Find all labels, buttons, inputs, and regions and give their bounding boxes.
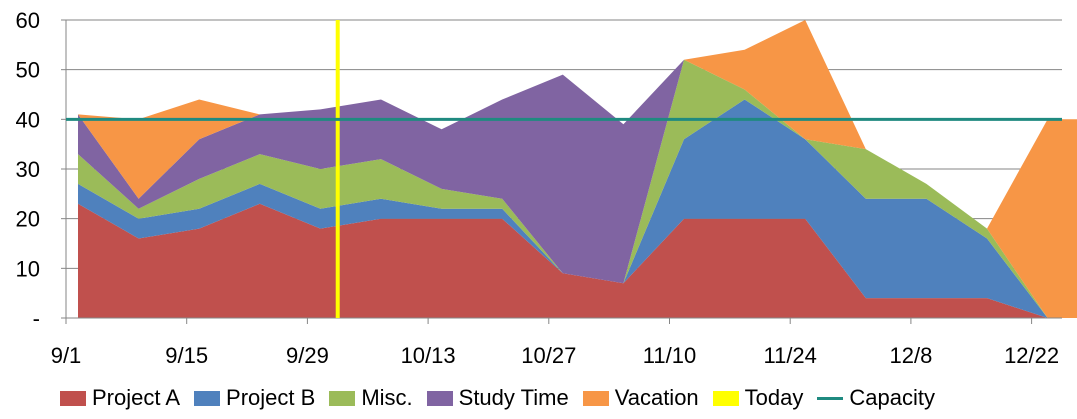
x-tick-label: 10/27 — [521, 343, 576, 368]
y-tick-label: 40 — [16, 107, 40, 132]
y-tick-label: - — [33, 306, 40, 331]
legend-label: Capacity — [849, 385, 935, 410]
legend-swatch — [712, 390, 739, 406]
legend: Project A Project B Misc. Study Time Vacatio… — [60, 382, 949, 414]
legend-item-capacity: Capacity — [817, 385, 935, 411]
area-vacation — [78, 20, 1077, 318]
legend-label: Project A — [92, 385, 181, 410]
legend-item-today: Today — [712, 385, 804, 411]
legend-label: Today — [744, 385, 804, 410]
x-tick-label: 12/22 — [1004, 343, 1059, 368]
y-tick-label: 50 — [16, 58, 40, 83]
area-project-a — [78, 203, 1077, 318]
legend-swatch — [817, 396, 844, 400]
y-tick-label: 20 — [16, 207, 40, 232]
chart: - 10 20 30 40 50 60 9/1 9/15 9/29 10/13 10/27 11/10… — [16, 8, 1077, 368]
legend-label: Project B — [226, 385, 316, 410]
legend-swatch — [426, 390, 453, 406]
x-tick-label: 11/10 — [643, 343, 696, 368]
area-project-b — [78, 99, 1077, 318]
y-tick-label: 10 — [16, 256, 40, 281]
legend-label: Misc. — [361, 385, 413, 410]
legend-item-vacation: Vacation — [582, 385, 699, 411]
legend-swatch — [194, 390, 221, 406]
x-tick-label: 10/13 — [401, 343, 456, 368]
x-tick-label: 9/15 — [165, 343, 208, 368]
legend-item-misc: Misc. — [329, 385, 413, 411]
x-tick-label: 12/8 — [889, 343, 932, 368]
y-tick-label: 30 — [16, 157, 40, 182]
axes — [61, 19, 1062, 324]
x-tick-label: 9/1 — [51, 343, 82, 368]
y-tick-labels: - 10 20 30 40 50 60 — [16, 8, 40, 331]
area-misc — [78, 59, 1077, 318]
area-study-time — [78, 59, 1077, 318]
markers — [66, 20, 1062, 318]
stacked-areas — [78, 20, 1077, 318]
legend-label: Study Time — [458, 385, 569, 410]
x-tick-label: 11/24 — [763, 343, 816, 368]
x-tick-label: 9/29 — [286, 343, 329, 368]
x-tick-labels: 9/1 9/15 9/29 10/13 10/27 11/10 11/24 12/8 12/22 — [51, 343, 1059, 368]
legend-swatch — [60, 390, 86, 406]
legend-label: Vacation — [614, 385, 699, 410]
legend-item-project-b: Project B — [194, 385, 315, 411]
legend-item-project-a: Project A — [60, 385, 180, 411]
legend-item-study-time: Study Time — [426, 385, 569, 411]
legend-swatch — [582, 390, 609, 406]
legend-swatch — [329, 390, 356, 406]
y-tick-label: 60 — [16, 8, 40, 33]
